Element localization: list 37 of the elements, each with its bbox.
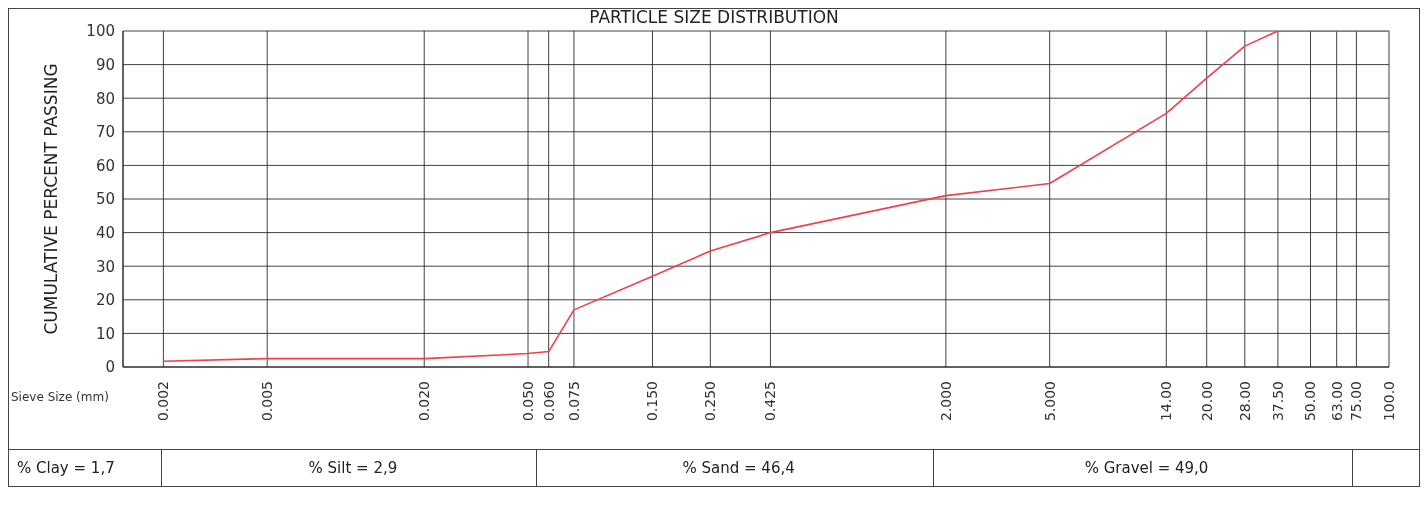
x-tick-label: 0.020: [416, 381, 433, 422]
x-tick-label: 0.425: [762, 381, 779, 422]
y-tick-label: 60: [95, 156, 115, 175]
text: % Sand = 46,4: [536, 450, 934, 486]
x-tick-label: 0.050: [520, 381, 537, 422]
x-tick-label: 14.00: [1158, 381, 1175, 422]
text: % Clay = 1,7: [9, 450, 163, 486]
x-tick-label: 37.50: [1269, 381, 1286, 422]
x-tick-label: 0.150: [644, 381, 661, 422]
x-tick-label: 2.000: [937, 381, 954, 422]
y-tick-label: 100: [86, 22, 115, 41]
x-tick-label: 0.075: [565, 381, 582, 422]
y-tick-label: 70: [95, 123, 115, 142]
x-tick-label: 75.00: [1348, 381, 1365, 422]
x-axis-title: Sieve Size (mm): [11, 390, 109, 404]
x-tick-label: 5.000: [1041, 381, 1058, 422]
y-tick-label: 50: [95, 190, 115, 209]
y-tick-label: 90: [95, 55, 115, 74]
y-tick-label: 30: [95, 257, 115, 276]
y-tick-label: 0: [105, 358, 115, 377]
y-axis-title: CUMULATIVE PERCENT PASSING: [41, 63, 62, 335]
x-tick-label: 0.005: [259, 381, 276, 422]
x-tick-label: 50.00: [1302, 381, 1319, 422]
x-tick-label: 0.002: [155, 381, 172, 422]
y-tick-label: 20: [95, 291, 115, 310]
x-tick-label: 28.00: [1236, 381, 1253, 422]
text: % Silt = 2,9: [162, 450, 537, 486]
chart-title: PARTICLE SIZE DISTRIBUTION: [589, 7, 839, 27]
x-tick-label: 0.060: [540, 381, 557, 422]
x-tick-label: 0.250: [702, 381, 719, 422]
y-tick-label: 40: [95, 223, 115, 242]
y-tick-label: 80: [95, 89, 115, 108]
x-tick-label: 100.0: [1381, 381, 1397, 422]
y-tick-label: 10: [95, 324, 115, 343]
x-tick-label: 63.00: [1328, 381, 1345, 422]
x-tick-label: 20.00: [1198, 381, 1215, 422]
text: % Gravel = 49,0: [933, 450, 1353, 486]
